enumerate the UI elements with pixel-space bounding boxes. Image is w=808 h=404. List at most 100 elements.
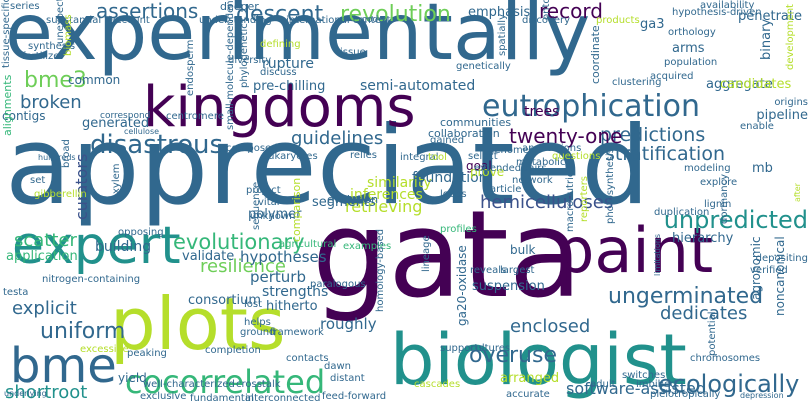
word: plots (110, 282, 286, 366)
word: biologist (390, 319, 687, 401)
word: underlying (4, 389, 47, 398)
word: prove (470, 165, 505, 179)
word: adult (590, 379, 616, 390)
word: acquired (650, 71, 694, 82)
word: cellulose (124, 127, 160, 136)
word: interconnected (245, 393, 321, 404)
word: noncanonical (773, 236, 787, 316)
word: software-assisted (566, 379, 707, 398)
word: peaking (127, 348, 167, 359)
word: imbibed (636, 379, 677, 390)
word: framework (270, 327, 324, 338)
word: segments (312, 195, 376, 210)
word: dedicates (660, 303, 748, 324)
word: comparison (290, 177, 303, 242)
word: assertions (96, 0, 199, 23)
word: roughly (320, 315, 377, 333)
word: pre-chilling (253, 79, 326, 94)
word: chromosomes (690, 353, 761, 364)
word: completion (205, 345, 261, 356)
word: fertilizer (22, 51, 64, 62)
word: communities (440, 116, 512, 129)
word: disastrous (90, 130, 223, 160)
word: hundreds (38, 153, 76, 162)
word: article (490, 184, 522, 195)
word: explicit (12, 298, 77, 319)
word: broad (61, 139, 72, 168)
word: yield (118, 371, 147, 385)
word: discovery (522, 15, 571, 26)
word: eukaryotes (262, 151, 318, 162)
word: discuss (260, 67, 297, 78)
word: issue (340, 47, 366, 58)
word: explore (700, 177, 738, 188)
word: stratification (605, 143, 725, 165)
word: extended (474, 163, 522, 174)
word: understanding (199, 15, 272, 26)
word: homology-based (375, 228, 386, 312)
word: polymer (248, 207, 302, 222)
word: twenty-one (509, 124, 623, 148)
word: ga3 (640, 17, 665, 32)
word: common (68, 73, 121, 87)
word: mb (752, 161, 773, 176)
word: excessive (80, 344, 129, 355)
word: kingdoms (143, 75, 416, 140)
word: reporters (579, 175, 590, 222)
word: bulk (510, 243, 536, 257)
word: series (10, 1, 40, 12)
word: gibberellin (34, 189, 87, 200)
word: substantial (46, 15, 102, 26)
word: semi-automated (360, 78, 476, 94)
word: dawn (324, 361, 351, 372)
word: aggregate (706, 77, 773, 92)
word: reveals (470, 265, 507, 276)
word: set (30, 175, 46, 186)
word: orthology (668, 27, 716, 38)
word: penetrate (738, 9, 802, 24)
word: depression (740, 391, 784, 400)
word: exclusive (140, 391, 187, 402)
word: well-characterized (143, 379, 235, 390)
word: metabolic (516, 157, 566, 168)
word: contigs (2, 109, 46, 123)
word: genomes (488, 145, 535, 156)
word: retrieving (345, 197, 423, 216)
word: inferences (350, 187, 423, 203)
word: largest (500, 265, 535, 276)
word: nitrogen-containing (42, 274, 141, 285)
word: diversity (228, 55, 272, 66)
word: pairs (522, 163, 547, 174)
word: pleiotropically (650, 389, 721, 400)
word: evolutionary (173, 230, 305, 254)
word: lignin (704, 199, 732, 210)
word: genetically (456, 61, 511, 72)
word: select (468, 151, 498, 162)
word: perturb (250, 268, 306, 286)
word: broken (20, 92, 82, 113)
word: arms (672, 41, 705, 56)
word: questions (552, 151, 601, 162)
word: ungerminated (608, 284, 764, 309)
word: spatially (497, 14, 508, 56)
word: distant (330, 373, 365, 384)
word: cocorrelated (125, 363, 326, 401)
word: hitherto (266, 299, 318, 314)
word: depositing (755, 253, 808, 264)
word: ga20-oxidase (455, 245, 469, 326)
word: shortroot (5, 382, 88, 403)
word: integral (400, 152, 439, 163)
word: collaboration (428, 127, 500, 140)
word: deeper (220, 0, 259, 13)
word: consortium (188, 293, 262, 308)
word: gata (312, 186, 583, 325)
word: lost (244, 299, 263, 310)
word: enclosed (510, 316, 591, 337)
word: curators (72, 153, 91, 220)
word: project (246, 185, 281, 196)
word: agricultural (279, 239, 337, 250)
word: resilience (200, 256, 286, 277)
word: potential (707, 311, 718, 356)
word: descent (236, 2, 324, 27)
word: synthesis (28, 41, 76, 52)
